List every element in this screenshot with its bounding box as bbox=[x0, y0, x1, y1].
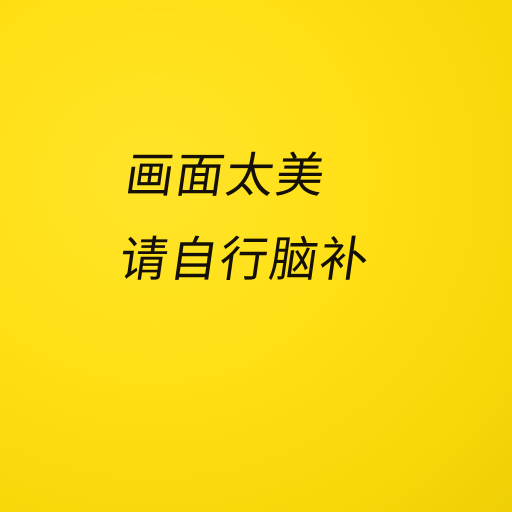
caption-line-2: 请自行脑补 bbox=[116, 232, 374, 288]
caption-line-1: 画面太美 bbox=[122, 148, 330, 204]
